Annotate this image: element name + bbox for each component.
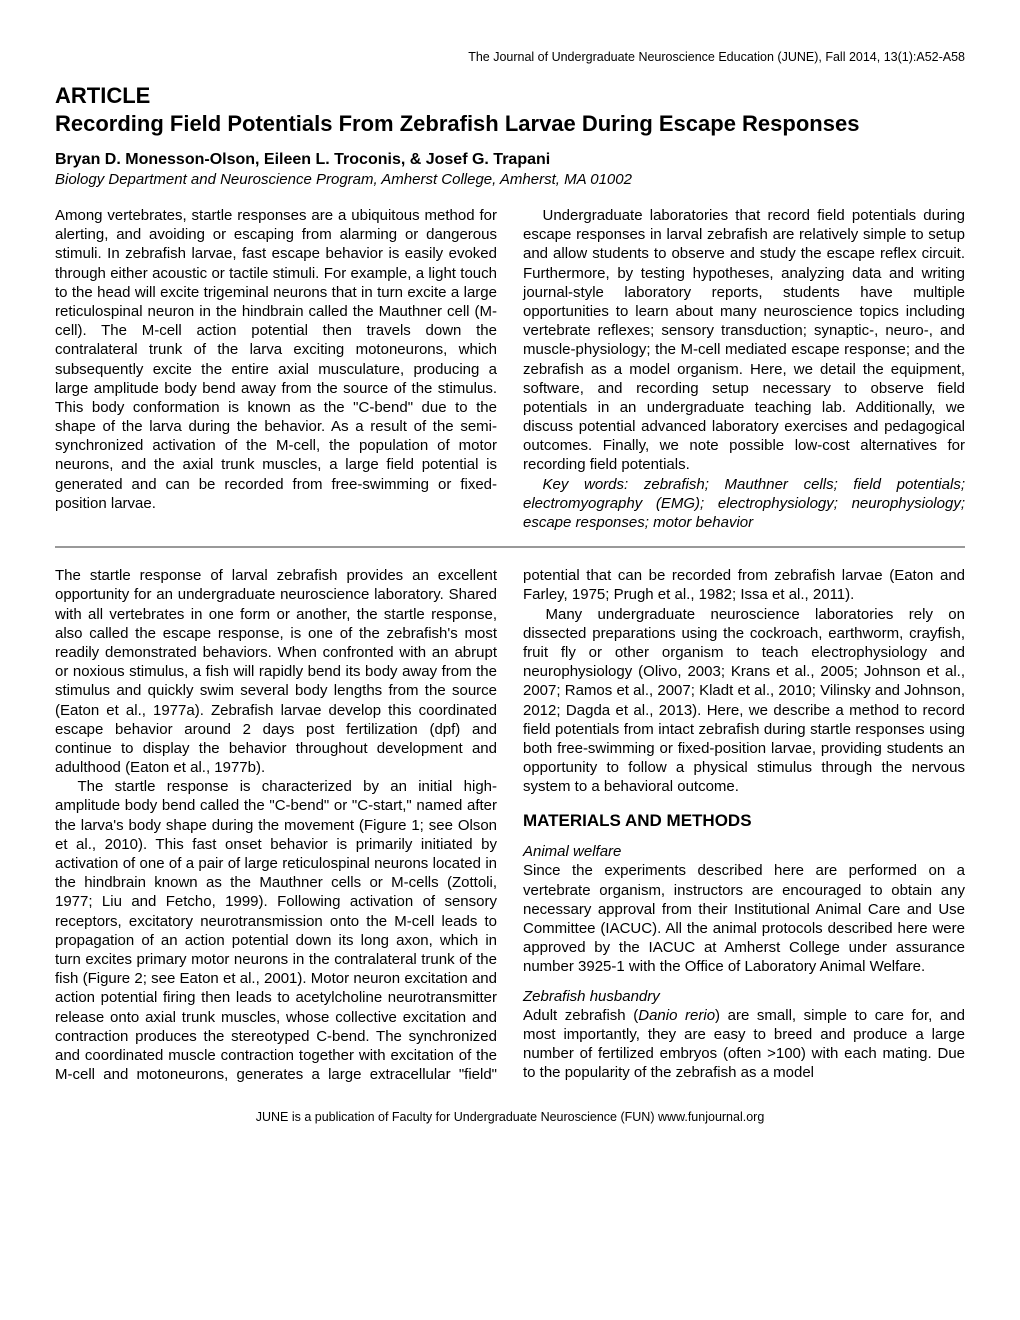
authors-line: Bryan D. Monesson-Olson, Eileen L. Troco… <box>55 151 965 169</box>
keywords-paragraph: Key words: zebrafish; Mauthner cells; fi… <box>523 475 965 533</box>
abstract-paragraph-2: Undergraduate laboratories that record f… <box>523 206 965 475</box>
affiliation-line: Biology Department and Neuroscience Prog… <box>55 171 965 188</box>
keywords-label: Key words: <box>543 476 644 493</box>
abstract-paragraph-1: Among vertebrates, startle responses are… <box>55 206 497 513</box>
body-paragraph-1: The startle response of larval zebrafish… <box>55 566 497 777</box>
zebrafish-husbandry-text: Adult zebrafish (Danio rerio) are small,… <box>523 1006 965 1083</box>
subheading-zebrafish-husbandry: Zebrafish husbandry <box>523 987 965 1006</box>
section-heading-materials-methods: MATERIALS AND METHODS <box>523 810 965 832</box>
abstract-block: Among vertebrates, startle responses are… <box>55 206 965 532</box>
husbandry-text-a: Adult zebrafish ( <box>523 1007 638 1024</box>
body-paragraph-3: Many undergraduate neuroscience laborato… <box>523 605 965 797</box>
body-block: The startle response of larval zebrafish… <box>55 566 965 1084</box>
section-divider <box>55 546 965 548</box>
article-type-label: ARTICLE <box>55 82 965 110</box>
page-container: The Journal of Undergraduate Neuroscienc… <box>0 0 1020 1320</box>
article-title: Recording Field Potentials From Zebrafis… <box>55 110 965 138</box>
subheading-animal-welfare: Animal welfare <box>523 842 965 861</box>
page-footer: JUNE is a publication of Faculty for Und… <box>55 1110 965 1124</box>
species-name: Danio rerio <box>638 1007 715 1024</box>
animal-welfare-text: Since the experiments described here are… <box>523 861 965 976</box>
running-header: The Journal of Undergraduate Neuroscienc… <box>55 50 965 64</box>
